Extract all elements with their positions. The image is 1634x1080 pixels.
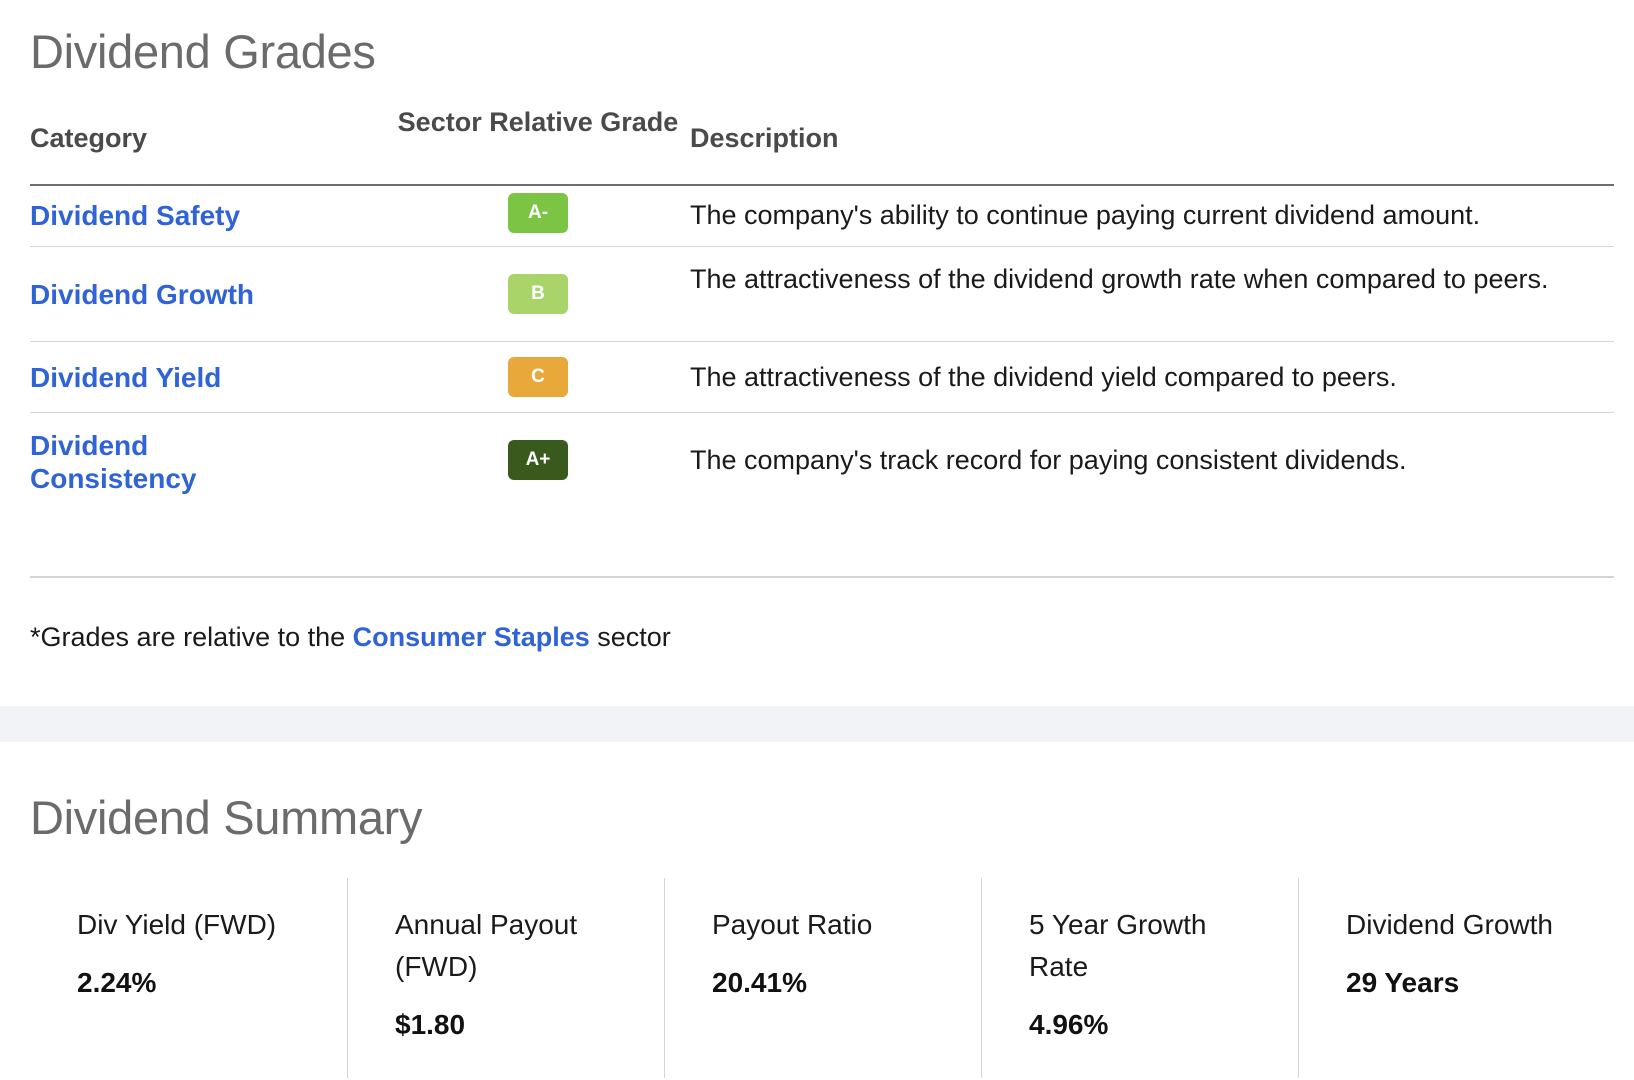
grade-description: The company's ability to continue paying… [690, 200, 1481, 230]
summary-card-value: $1.80 [395, 1009, 466, 1040]
grade-cell: C [382, 357, 694, 397]
grade-badge: A+ [508, 440, 568, 480]
grade-row-dividend-yield: Dividend Yield C The attractiveness of t… [30, 342, 1614, 413]
summary-card-value: 4.96% [1029, 1009, 1109, 1040]
table-bottom-divider [30, 576, 1614, 578]
column-header-category: Category [30, 123, 148, 153]
dividend-summary-section: Dividend Summary Div Yield (FWD) 2.24% A… [0, 742, 1634, 1080]
section-separator-band [0, 706, 1634, 742]
grade-cell: A+ [382, 440, 694, 480]
summary-card-5yr-growth: 5 Year Growth Rate 4.96% [981, 878, 1299, 1078]
summary-card-label: Payout Ratio [712, 909, 873, 940]
summary-card-value: 2.24% [77, 967, 157, 998]
summary-card-payout-ratio: Payout Ratio 20.41% [664, 878, 982, 1078]
summary-card-label: Dividend Growth [1346, 909, 1553, 940]
dividend-summary-title: Dividend Summary [30, 791, 423, 844]
grade-description: The attractiveness of the dividend yield… [690, 362, 1397, 392]
grade-cell: B [382, 274, 694, 314]
grade-cell: A- [382, 193, 694, 233]
column-header-grade: Sector Relative Grade [397, 107, 679, 137]
dividend-grades-section: Dividend Grades Category Sector Relative… [30, 25, 1614, 653]
grade-badge: B [508, 274, 568, 314]
summary-card-div-yield: Div Yield (FWD) 2.24% [30, 878, 347, 1078]
dividend-consistency-link[interactable]: Dividend Consistency [30, 430, 197, 494]
summary-card-dividend-growth: Dividend Growth 29 Years [1298, 878, 1616, 1078]
dividend-growth-link[interactable]: Dividend Growth [30, 279, 254, 310]
dividend-grades-title: Dividend Grades [30, 25, 376, 78]
summary-card-annual-payout: Annual Payout (FWD) $1.80 [347, 878, 665, 1078]
summary-card-value: 20.41% [712, 967, 807, 998]
summary-card-label: Div Yield (FWD) [77, 909, 277, 940]
grade-row-dividend-safety: Dividend Safety A- The company's ability… [30, 186, 1614, 247]
footnote-prefix: *Grades are relative to the [30, 622, 353, 652]
dividend-yield-link[interactable]: Dividend Yield [30, 362, 222, 393]
summary-card-label: Annual Payout (FWD) [395, 909, 578, 982]
grade-badge: C [508, 357, 568, 397]
grade-row-dividend-consistency: Dividend Consistency A+ The company's tr… [30, 413, 1614, 521]
grade-badge: A- [508, 193, 568, 233]
grade-row-dividend-growth: Dividend Growth B The attractiveness of … [30, 247, 1614, 342]
grades-table-header: Category Sector Relative Grade Descripti… [30, 100, 1614, 186]
grade-description: The company's track record for paying co… [690, 445, 1407, 475]
grades-footnote: *Grades are relative to the Consumer Sta… [30, 622, 671, 653]
column-header-description: Description [690, 123, 839, 153]
summary-cards: Div Yield (FWD) 2.24% Annual Payout (FWD… [30, 878, 1634, 1078]
consumer-staples-link[interactable]: Consumer Staples [352, 622, 590, 652]
dividend-safety-link[interactable]: Dividend Safety [30, 200, 241, 231]
summary-card-value: 29 Years [1346, 967, 1460, 998]
summary-card-label: 5 Year Growth Rate [1029, 909, 1207, 982]
footnote-suffix: sector [589, 622, 671, 652]
grade-description: The attractiveness of the dividend growt… [690, 264, 1549, 294]
